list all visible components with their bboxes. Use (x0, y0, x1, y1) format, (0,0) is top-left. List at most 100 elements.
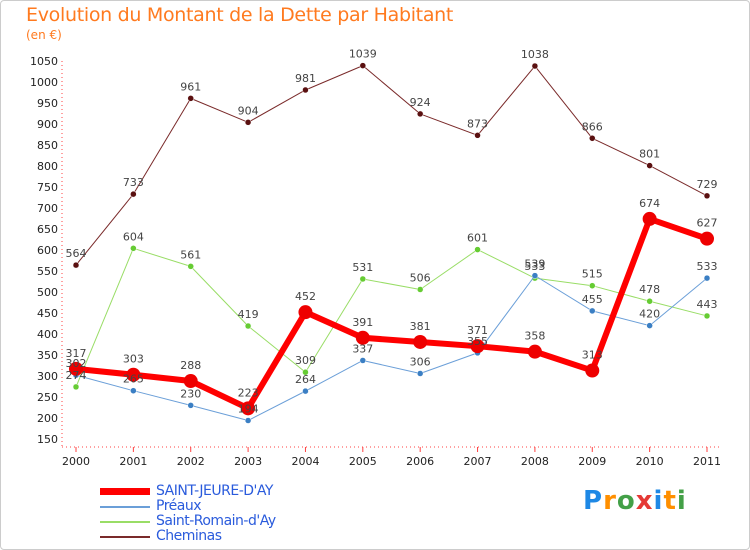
data-point-pr-aux (130, 387, 137, 394)
data-label-saint-jeure-d-ay: 358 (524, 330, 545, 343)
y-tick-label: 250 (37, 391, 58, 404)
x-tick-label: 2000 (62, 455, 90, 468)
data-label-pr-aux: 539 (524, 258, 545, 271)
data-label-saint-jeure-d-ay: 313 (582, 349, 603, 362)
data-point-saint-jeure-d-ay (183, 374, 198, 389)
chart-title: Evolution du Montant de la Dette par Hab… (26, 4, 454, 26)
data-point-cheminas (302, 86, 309, 94)
data-label-saint-jeure-d-ay: 391 (352, 316, 373, 329)
data-label-saint-romain-d-ay: 443 (697, 298, 718, 311)
y-tick-label: 600 (37, 244, 58, 257)
data-label-cheminas: 866 (582, 120, 603, 133)
logo-letter: i (676, 486, 687, 516)
data-point-saint-romain-d-ay (589, 282, 596, 289)
y-tick-label: 950 (37, 97, 58, 110)
data-point-pr-aux (531, 272, 539, 279)
data-label-saint-jeure-d-ay: 674 (639, 197, 660, 210)
proxiti-logo: Proxiti (583, 486, 687, 516)
data-point-saint-jeure-d-ay (126, 367, 141, 382)
data-point-saint-jeure-d-ay (413, 334, 428, 349)
x-tick-label: 2001 (119, 455, 147, 468)
data-point-saint-jeure-d-ay (298, 305, 313, 320)
y-tick-label: 200 (37, 412, 58, 425)
data-label-saint-jeure-d-ay: 303 (123, 353, 144, 366)
data-point-cheminas (72, 261, 80, 269)
data-label-saint-romain-d-ay: 506 (410, 271, 431, 284)
data-label-pr-aux: 264 (295, 373, 316, 386)
logo-letter: t (663, 486, 677, 516)
x-tick-label: 2006 (406, 455, 434, 468)
logo-letter: i (653, 486, 664, 516)
data-point-saint-romain-d-ay (646, 297, 653, 305)
data-label-cheminas: 564 (66, 247, 87, 260)
data-point-saint-romain-d-ay (474, 246, 481, 253)
legend-label: Cheminas (156, 528, 222, 544)
y-tick-label: 750 (37, 181, 58, 194)
y-tick-label: 1050 (30, 55, 58, 68)
series-line-pr-aux (75, 275, 708, 422)
data-label-cheminas: 981 (295, 72, 316, 85)
legend-label: Préaux (156, 498, 202, 514)
data-label-saint-romain-d-ay: 601 (467, 232, 488, 245)
series-line-saint-jeure-d-ay (75, 215, 708, 412)
data-label-cheminas: 729 (697, 178, 718, 191)
data-label-pr-aux: 302 (66, 357, 87, 370)
data-label-cheminas: 801 (639, 148, 660, 161)
data-label-cheminas: 1038 (521, 48, 549, 61)
data-label-cheminas: 924 (410, 96, 431, 109)
y-tick-label: 300 (37, 370, 58, 383)
data-label-pr-aux: 230 (180, 387, 201, 400)
data-label-saint-jeure-d-ay: 288 (180, 359, 201, 372)
data-point-cheminas (416, 110, 424, 118)
data-label-saint-jeure-d-ay: 371 (467, 324, 488, 337)
data-label-saint-romain-d-ay: 515 (582, 268, 603, 281)
data-label-pr-aux: 337 (352, 342, 373, 355)
data-point-cheminas (244, 119, 252, 126)
logo-letter: r (603, 486, 617, 516)
y-tick-label: 350 (37, 349, 58, 362)
data-point-saint-jeure-d-ay (642, 211, 657, 226)
data-point-cheminas (646, 162, 653, 169)
series-line-cheminas (75, 65, 708, 266)
data-label-saint-romain-d-ay: 604 (123, 230, 144, 243)
x-tick-label: 2011 (693, 455, 721, 468)
y-tick-label: 850 (37, 139, 58, 152)
legend-item-saint-romain: Saint-Romain-d'Ay (100, 514, 400, 529)
data-point-pr-aux (646, 322, 653, 329)
data-point-saint-romain-d-ay (72, 383, 80, 391)
data-point-saint-romain-d-ay (416, 286, 424, 293)
y-tick-label: 700 (37, 202, 58, 215)
data-point-pr-aux (703, 274, 711, 282)
legend-item-saint-jeure: SAINT-JEURE-D'AY (100, 484, 400, 499)
data-label-saint-jeure-d-ay: 223 (238, 386, 259, 399)
legend-label: SAINT-JEURE-D'AY (156, 483, 273, 499)
x-tick-label: 2005 (349, 455, 377, 468)
data-label-saint-romain-d-ay: 478 (639, 283, 660, 296)
data-label-saint-romain-d-ay: 274 (66, 369, 87, 382)
y-tick-label: 400 (37, 328, 58, 341)
x-tick-label: 2009 (578, 455, 606, 468)
data-point-saint-jeure-d-ay (700, 231, 714, 246)
x-tick-label: 2002 (177, 455, 205, 468)
data-point-cheminas (589, 135, 596, 142)
data-point-pr-aux (416, 370, 424, 377)
legend-swatch (100, 506, 150, 508)
legend-swatch (100, 521, 150, 523)
y-tick-label: 800 (37, 160, 58, 173)
x-tick-label: 2003 (234, 455, 262, 468)
data-point-saint-romain-d-ay (187, 263, 194, 270)
data-label-pr-aux: 455 (582, 293, 603, 306)
data-point-cheminas (531, 62, 539, 70)
data-label-pr-aux: 420 (639, 308, 660, 321)
data-point-saint-jeure-d-ay (470, 339, 485, 354)
data-point-saint-jeure-d-ay (355, 330, 370, 345)
x-tick-label: 2007 (464, 455, 492, 468)
data-point-saint-romain-d-ay (244, 322, 252, 330)
data-label-saint-jeure-d-ay: 317 (66, 347, 87, 360)
data-point-saint-romain-d-ay (130, 245, 137, 252)
y-tick-label: 500 (37, 286, 58, 299)
legend: SAINT-JEURE-D'AY Préaux Saint-Romain-d'A… (100, 484, 400, 544)
data-label-cheminas: 733 (123, 176, 144, 189)
